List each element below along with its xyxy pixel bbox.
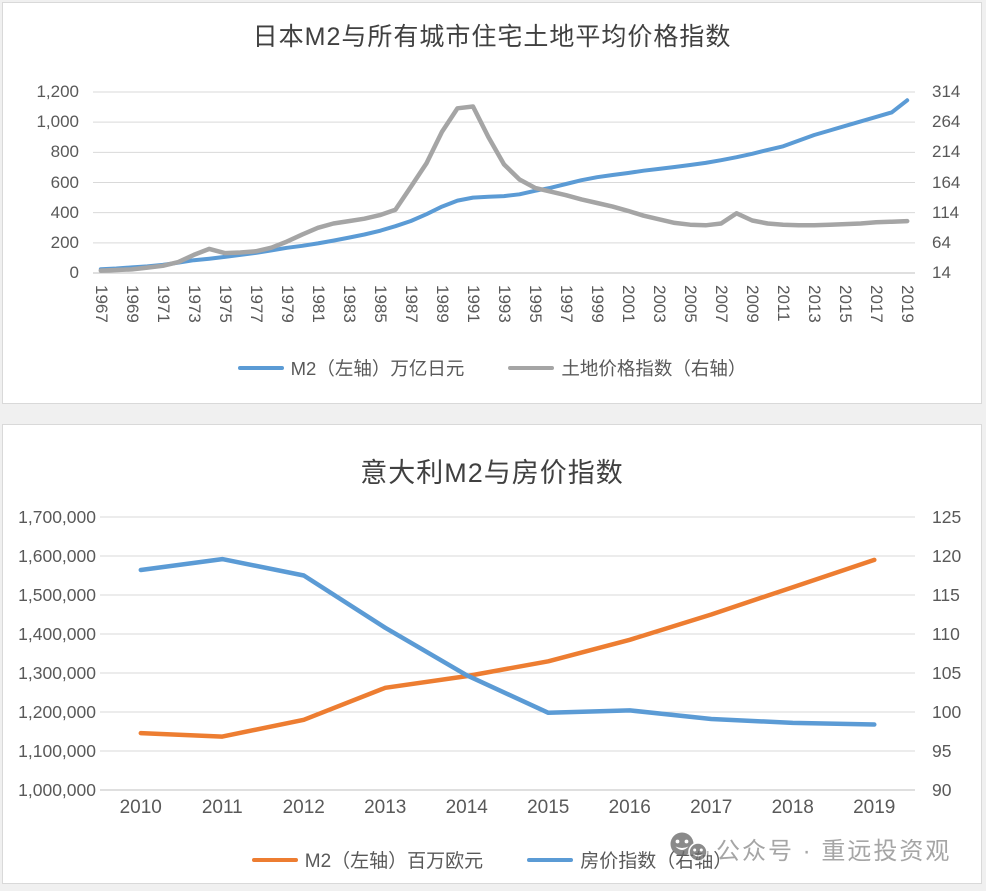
watermark: 公众号 · 重远投资观 <box>668 826 978 870</box>
legend-label: M2（左轴）百万欧元 <box>304 851 484 872</box>
x-axis-tick-label: 2001 <box>619 285 639 323</box>
legend-line-swatch <box>508 366 555 370</box>
japan-chart-title: 日本M2与所有城市住宅土地平均价格指数 <box>252 23 732 51</box>
x-axis-tick-label: 1989 <box>432 285 452 323</box>
x-axis-tick-label: 1973 <box>184 285 204 323</box>
y-axis-tick-label-right: 100 <box>932 702 962 722</box>
x-axis-tick-label: 1993 <box>495 285 514 323</box>
y-axis-tick-label-right: 115 <box>932 585 960 605</box>
x-axis-tick-label: 2005 <box>681 285 701 323</box>
x-axis-tick-label: 1979 <box>277 285 297 323</box>
x-axis-tick-label: 2017 <box>690 797 733 818</box>
legend-item: 土地价格指数（右轴） <box>508 355 746 381</box>
y-axis-tick-label-right: 125 <box>932 507 962 527</box>
y-axis-tick-label-right: 95 <box>932 741 952 761</box>
y-axis-tick-label-right: 105 <box>932 663 962 683</box>
x-axis-tick-label: 2007 <box>712 285 732 323</box>
y-axis-tick-label-left: 1,100,000 <box>18 741 96 761</box>
watermark-text: 公众号 · 重远投资观 <box>716 837 952 865</box>
x-axis-tick-label: 1977 <box>246 285 266 323</box>
italy-m2-line <box>138 557 877 739</box>
x-axis-tick-label: 2009 <box>743 285 763 323</box>
japan-land-price-line <box>98 104 910 273</box>
x-axis-tick-label: 2010 <box>119 797 162 818</box>
legend-item: M2（左轴）万亿日元 <box>237 355 465 381</box>
y-axis-tick-label-left: 600 <box>50 172 79 192</box>
y-axis-tick-label-right: 110 <box>932 624 960 644</box>
y-axis-tick-label-left: 1,200,000 <box>18 702 96 722</box>
legend-line-swatch <box>237 366 284 370</box>
x-axis-tick-label: 2017 <box>867 285 887 323</box>
italy-chart-title: 意大利M2与房价指数 <box>360 458 624 488</box>
y-axis-tick-label-left: 1,500,000 <box>18 585 96 605</box>
legend-label: M2（左轴）万亿日元 <box>290 358 465 379</box>
x-axis-tick-label: 2011 <box>774 285 794 322</box>
x-axis-tick-label: 1995 <box>526 285 546 323</box>
japan-m2-line <box>98 98 910 272</box>
y-axis-tick-label-right: 120 <box>932 546 962 566</box>
y-axis-tick-label-left: 200 <box>50 232 79 252</box>
legend-line-swatch <box>527 857 574 862</box>
y-axis-tick-label-right: 90 <box>932 780 952 800</box>
y-axis-tick-label-left: 400 <box>50 202 79 222</box>
y-axis-tick-label-left: 1,700,000 <box>18 507 96 527</box>
x-axis-tick-label: 2015 <box>836 285 856 323</box>
x-axis-tick-label: 1991 <box>463 285 483 323</box>
x-axis-tick-label: 2011 <box>201 797 243 818</box>
y-axis-tick-label-left: 1,600,000 <box>18 546 96 566</box>
x-axis-tick-label: 2019 <box>898 285 918 323</box>
x-axis-tick-label: 2019 <box>853 797 896 818</box>
x-axis-tick-label: 2016 <box>608 797 651 818</box>
y-axis-tick-label-left: 0 <box>69 263 79 282</box>
y-axis-tick-label-left: 1,000,000 <box>18 780 96 800</box>
legend-label: 土地价格指数（右轴） <box>561 358 747 379</box>
y-axis-tick-label-left: 1,000 <box>36 112 79 132</box>
x-axis-tick-label: 2015 <box>527 797 570 818</box>
x-axis-tick-label: 1997 <box>557 285 577 323</box>
y-axis-tick-label-right: 14 <box>932 263 951 282</box>
legend-line-swatch <box>251 857 298 862</box>
y-axis-tick-label-left: 1,300,000 <box>18 663 96 683</box>
legend-item: M2（左轴）百万欧元 <box>251 846 484 873</box>
x-axis-tick-label: 1981 <box>308 285 328 323</box>
x-axis-tick-label: 1975 <box>215 285 235 323</box>
x-axis-tick-label: 2014 <box>445 797 488 818</box>
x-axis-tick-label: 1985 <box>370 285 390 323</box>
y-axis-tick-label-right: 214 <box>932 142 961 162</box>
y-axis-tick-label-right: 264 <box>932 112 961 132</box>
y-axis-tick-label-right: 64 <box>932 232 951 252</box>
y-axis-tick-label-left: 1,200 <box>36 82 79 101</box>
italy-chart-panel: 意大利M2与房价指数 1,000,000 90 1,100,000 95 1,200,0… <box>2 424 982 884</box>
x-axis-tick-label: 2013 <box>805 285 825 323</box>
wechat-icon <box>668 831 710 865</box>
x-axis-tick-label: 2018 <box>771 797 814 818</box>
italy-house-price-line <box>138 556 877 727</box>
y-axis-tick-label-right: 114 <box>932 202 960 222</box>
x-axis-tick-label: 1969 <box>122 285 142 323</box>
y-axis-tick-label-right: 164 <box>932 172 961 192</box>
chart-canvas <box>93 91 915 274</box>
x-axis-tick-label: 1971 <box>153 285 173 323</box>
chart-canvas <box>100 516 915 791</box>
y-axis-tick-label-left: 800 <box>50 142 79 162</box>
x-axis-tick-label: 1983 <box>339 285 359 323</box>
x-axis-tick-label: 1967 <box>91 285 111 323</box>
x-axis-tick-label: 2012 <box>282 797 325 818</box>
x-axis-tick-label: 1987 <box>401 285 421 323</box>
y-axis-tick-label-left: 1,400,000 <box>18 624 96 644</box>
y-axis-tick-label-right: 314 <box>932 82 961 101</box>
x-axis-tick-label: 2003 <box>650 285 670 323</box>
legend: M2（左轴）万亿日元 土地价格指数（右轴） <box>3 355 981 381</box>
x-axis-tick-label: 1999 <box>588 285 608 323</box>
japan-chart-panel: 日本M2与所有城市住宅土地平均价格指数 0 14 200 64 400 114 600 164… <box>2 2 982 404</box>
x-axis-tick-label: 2013 <box>364 797 407 818</box>
